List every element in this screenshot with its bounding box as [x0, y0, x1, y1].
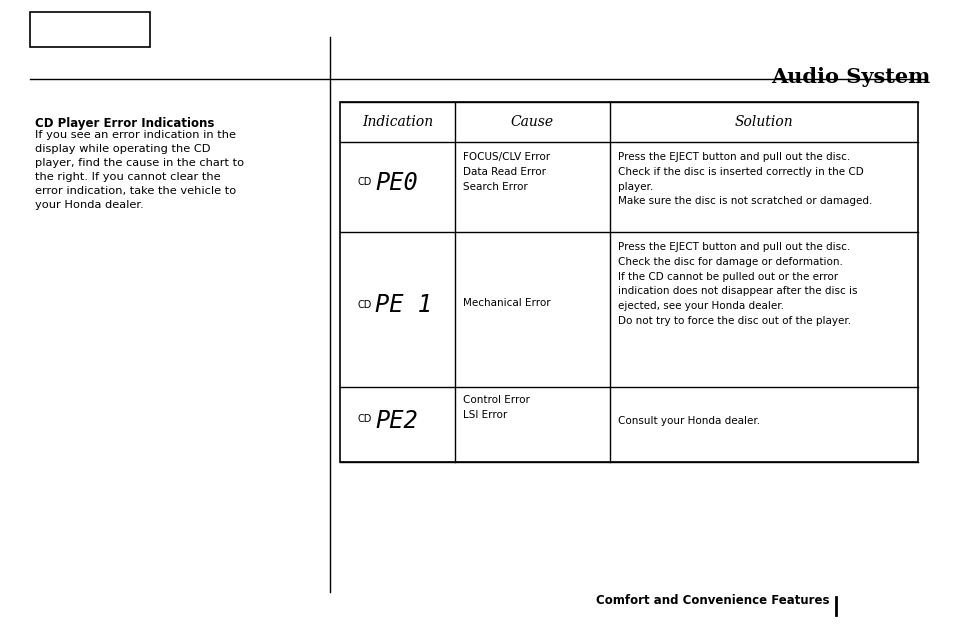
Text: If you see an error indication in the
display while operating the CD
player, fin: If you see an error indication in the di…	[35, 130, 244, 210]
Text: CD: CD	[357, 300, 372, 310]
Text: CD: CD	[357, 177, 372, 187]
Text: Comfort and Convenience Features: Comfort and Convenience Features	[596, 594, 829, 607]
Text: Press the EJECT button and pull out the disc.
Check if the disc is inserted corr: Press the EJECT button and pull out the …	[618, 152, 871, 206]
Text: CD Player Error Indications: CD Player Error Indications	[35, 117, 214, 130]
Text: Control Error
LSI Error: Control Error LSI Error	[462, 395, 529, 420]
Text: CD: CD	[357, 414, 372, 424]
Text: PE 1: PE 1	[375, 293, 432, 317]
Text: FOCUS/CLV Error
Data Read Error
Search Error: FOCUS/CLV Error Data Read Error Search E…	[462, 152, 550, 192]
Text: PE0: PE0	[375, 171, 417, 195]
Text: Consult your Honda dealer.: Consult your Honda dealer.	[618, 416, 760, 426]
Text: Cause: Cause	[511, 115, 554, 129]
Text: Solution: Solution	[734, 115, 793, 129]
Bar	[339, 102, 917, 462]
Text: Press the EJECT button and pull out the disc.
Check the disc for damage or defor: Press the EJECT button and pull out the …	[618, 242, 857, 326]
Text: Audio System: Audio System	[770, 67, 929, 87]
Text: PE2: PE2	[375, 409, 417, 433]
Text: Mechanical Error: Mechanical Error	[462, 298, 550, 308]
Text: Indication: Indication	[361, 115, 433, 129]
FancyBboxPatch shape	[30, 12, 150, 47]
